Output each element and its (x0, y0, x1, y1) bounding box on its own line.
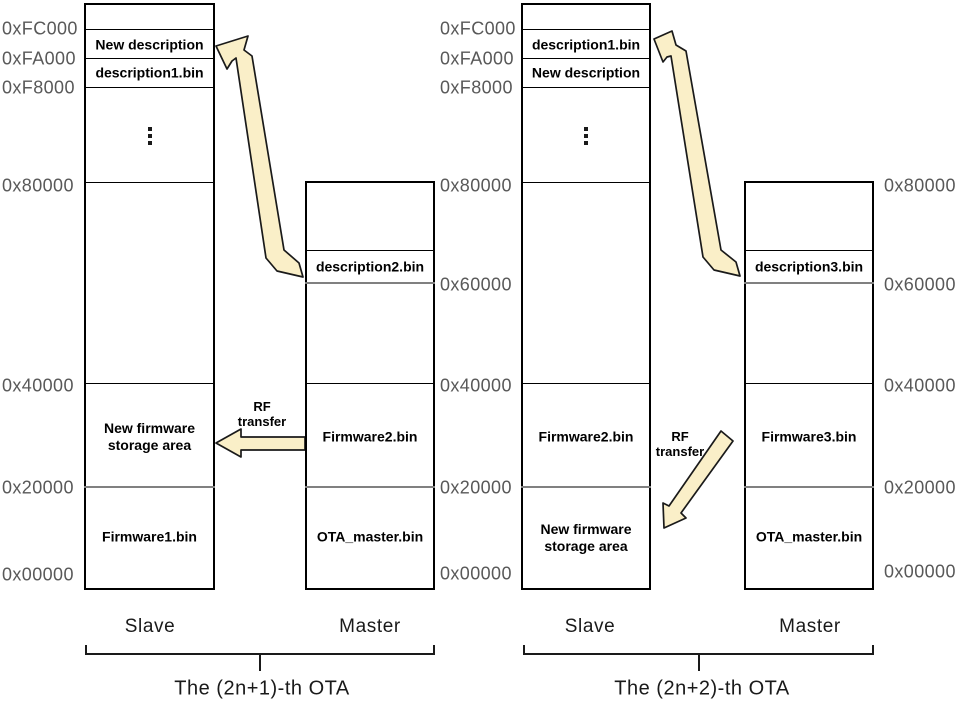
address-label: 0xFA000 (2, 48, 76, 69)
master-memory-column (305, 181, 435, 590)
address-label: 0x60000 (440, 274, 512, 295)
memory-boundary-line (744, 282, 874, 285)
memory-section-label: description3.bin (754, 258, 864, 275)
ellipsis-dot (147, 141, 152, 145)
memory-section-label: New description (531, 64, 641, 81)
memory-boundary-line (84, 182, 215, 184)
ota-cycle-caption: The (2n+2)-th OTA (614, 677, 790, 700)
memory-boundary-line (744, 250, 874, 252)
address-label: 0x40000 (440, 375, 512, 396)
address-label: 0x40000 (884, 375, 956, 396)
bracket-mid-tick (259, 655, 261, 671)
memory-boundary-line (521, 182, 651, 184)
memory-section-label: Firmware2.bin (322, 428, 418, 445)
memory-boundary-line (84, 87, 215, 89)
rf-transfer-arrow-left (215, 428, 306, 458)
address-label: 0x40000 (2, 375, 74, 396)
address-label: 0xFC000 (440, 18, 516, 39)
memory-section-label: Firmware2.bin (538, 428, 634, 445)
memory-section-label: OTA_master.bin (316, 528, 424, 545)
memory-boundary-line (305, 282, 435, 285)
memory-boundary-line (305, 486, 435, 489)
address-label: 0xF8000 (2, 77, 75, 98)
address-label: 0x20000 (884, 477, 956, 498)
memory-boundary-line (84, 486, 215, 489)
memory-section-label: Firmware1.bin (102, 528, 197, 545)
memory-section-label: Firmware3.bin (761, 428, 857, 445)
memory-section-label: description1.bin (95, 64, 204, 81)
ellipsis-dot (584, 127, 588, 131)
memory-section-label: New firmware storage area (540, 521, 632, 554)
bracket-tick (523, 645, 525, 655)
device-label-master: Master (779, 616, 841, 637)
memory-boundary-line (305, 250, 435, 252)
address-label: 0x60000 (884, 274, 956, 295)
bracket-line (85, 653, 435, 655)
ellipsis-dot (147, 134, 152, 138)
memory-boundary-line (84, 29, 215, 31)
memory-boundary-line (521, 383, 651, 385)
device-label-slave: Slave (124, 616, 176, 637)
memory-boundary-line (305, 383, 435, 385)
memory-boundary-line (521, 58, 651, 60)
ellipsis-dots (147, 127, 152, 145)
address-label: 0xFC000 (2, 18, 78, 39)
ellipsis-dots (584, 127, 588, 145)
address-label: 0x00000 (440, 563, 512, 584)
slave-memory-column (84, 3, 215, 590)
bracket-tick (433, 645, 435, 655)
memory-section-label: New description (95, 36, 204, 53)
bracket-tick (872, 645, 874, 655)
memory-boundary-line (521, 87, 651, 89)
memory-section-label: description1.bin (531, 36, 641, 53)
memory-section-label: description2.bin (315, 258, 425, 275)
rf-transfer-arrow-right (662, 430, 734, 529)
device-label-slave: Slave (564, 616, 616, 637)
memory-boundary-line (744, 486, 874, 489)
address-label: 0x80000 (440, 175, 512, 196)
ellipsis-dot (147, 127, 152, 131)
ellipsis-dot (584, 134, 588, 138)
bracket-line (523, 653, 874, 655)
memory-boundary-line (744, 383, 874, 385)
memory-section-label: OTA_master.bin (755, 528, 863, 545)
memory-boundary-line (521, 29, 651, 31)
address-label: 0x80000 (2, 175, 74, 196)
slave-memory-column (521, 3, 651, 590)
device-label-master: Master (339, 616, 401, 637)
bracket-mid-tick (698, 655, 700, 671)
memory-boundary-line (521, 486, 651, 489)
rf-transfer-label: RF transfer (655, 429, 705, 459)
address-label: 0x00000 (884, 561, 956, 582)
description-transfer-arrow-left (215, 35, 304, 278)
address-label: 0x20000 (2, 477, 74, 498)
ota-cycle-caption: The (2n+1)-th OTA (174, 677, 350, 700)
description-transfer-arrow-right (653, 30, 741, 277)
ellipsis-dot (584, 141, 588, 145)
memory-boundary-line (84, 58, 215, 60)
address-label: 0x00000 (2, 564, 74, 585)
address-label: 0xF8000 (440, 77, 513, 98)
address-label: 0x20000 (440, 477, 512, 498)
address-label: 0xFA000 (440, 48, 514, 69)
address-label: 0x80000 (884, 175, 956, 196)
bracket-tick (85, 645, 87, 655)
rf-transfer-label: RF transfer (237, 399, 287, 429)
memory-section-label: New firmware storage area (103, 420, 196, 453)
master-memory-column (744, 181, 874, 590)
memory-boundary-line (84, 383, 215, 385)
